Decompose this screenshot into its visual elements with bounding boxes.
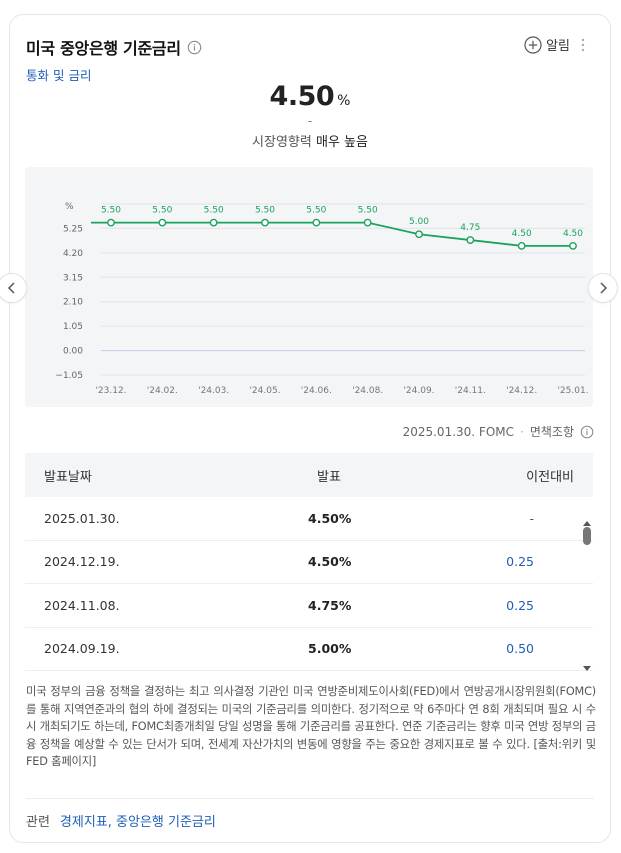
x-tick-label: '24.11.	[455, 386, 486, 396]
card-header: 미국 중앙은행 기준금리 통화 및 금리 알림	[26, 35, 594, 83]
data-label: 5.50	[358, 206, 378, 216]
y-tick-label: −1.05	[55, 371, 83, 381]
table-row: 2024.11.08. 4.75% 0.25	[25, 584, 593, 628]
data-point	[261, 218, 269, 227]
disclaimer-link[interactable]: 면책조항	[529, 425, 574, 439]
data-label: 4.75	[460, 223, 480, 233]
row-diff: 0.25	[506, 554, 534, 570]
rate-change: -	[307, 114, 313, 128]
data-point	[107, 218, 115, 227]
row-diff: -	[529, 510, 534, 526]
header-date: 발표날짜	[44, 469, 92, 485]
row-date: 2024.12.19.	[44, 554, 120, 570]
data-point	[209, 218, 218, 227]
table-body[interactable]: 2025.01.30. 4.50% - 2024.12.19. 4.50% 0.…	[25, 497, 593, 671]
row-diff: 0.50	[506, 641, 534, 657]
rate-unit: %	[337, 93, 351, 109]
history-table: 발표날짜 발표 이전대비 2025.01.30. 4.50% - 2024.12…	[25, 453, 593, 671]
table-scrollbar[interactable]	[581, 509, 593, 671]
table-header: 발표날짜 발표 이전대비	[25, 453, 593, 497]
y-tick-label: 2.10	[63, 298, 83, 308]
data-label: 5.50	[101, 206, 121, 216]
line-chart-svg: % 5.25 4.20 3.15 2.10 1.05 0.00 −1.05 '23.12. '24…	[55, 202, 588, 396]
row-value: 5.00%	[308, 641, 352, 657]
chevron-left-icon	[7, 282, 17, 294]
source-row: 2025.01.30. FOMC · 면책조항	[403, 423, 594, 440]
table-row: 2024.09.19. 5.00% 0.50	[25, 628, 593, 671]
related-section: 관련 경제지표, 중앙은행 기준금리	[26, 798, 594, 830]
x-tick-label: '24.06.	[301, 386, 332, 396]
scroll-up-arrow-icon[interactable]	[583, 513, 591, 526]
row-date: 2025.01.30.	[44, 510, 120, 526]
data-point	[466, 236, 475, 244]
chevron-right-icon	[598, 282, 608, 294]
row-diff: 0.25	[506, 597, 534, 613]
scroll-down-arrow-icon[interactable]	[583, 657, 591, 671]
row-value: 4.50%	[308, 510, 352, 526]
data-point	[517, 241, 526, 250]
plus-circle-icon	[524, 35, 542, 54]
market-impact: 시장영향력 매우 높음	[10, 131, 610, 150]
related-link-economic-indicators[interactable]: 경제지표	[59, 815, 108, 830]
y-tick-label: 5.25	[63, 224, 83, 234]
x-tick-label: '23.12.	[95, 386, 126, 396]
data-label: 5.50	[306, 206, 326, 216]
impact-value: 매우 높음	[315, 135, 368, 150]
y-unit-label: %	[65, 202, 74, 212]
indicator-card: 미국 중앙은행 기준금리 통화 및 금리 알림 4.50% - 시장영향력 매우	[9, 14, 611, 843]
related-links: 경제지표, 중앙은행 기준금리	[60, 811, 216, 830]
y-tick-label: 4.20	[63, 249, 83, 259]
data-point	[569, 241, 577, 250]
alarm-label: 알림	[546, 39, 570, 54]
row-value: 4.75%	[308, 597, 352, 613]
rate-chart: % 5.25 4.20 3.15 2.10 1.05 0.00 −1.05 '23.12. '24…	[25, 167, 593, 407]
x-tick-label: '24.08.	[352, 386, 383, 396]
data-point	[363, 218, 372, 227]
related-label: 관련	[26, 815, 50, 830]
table-row: 2025.01.30. 4.50% -	[25, 497, 593, 541]
y-tick-label: 3.15	[63, 273, 83, 283]
data-point	[415, 230, 423, 239]
vertical-dots-icon[interactable]	[578, 37, 588, 53]
info-icon[interactable]	[187, 40, 202, 55]
data-point	[158, 218, 167, 227]
header-diff: 이전대비	[526, 469, 574, 485]
x-tick-label: '24.05.	[249, 386, 280, 396]
category-label[interactable]: 통화 및 금리	[26, 68, 92, 83]
page-title: 미국 중앙은행 기준금리	[26, 39, 181, 58]
data-label: 5.50	[204, 206, 224, 216]
separator-dot: ·	[520, 424, 524, 439]
alarm-button[interactable]: 알림	[524, 35, 570, 54]
related-link-central-bank-rate[interactable]: 중앙은행 기준금리	[116, 815, 216, 830]
indicator-description: 미국 정부의 금융 정책을 결정하는 최고 의사결정 기관인 미국 연방준비제도…	[26, 685, 597, 768]
row-date: 2024.11.08.	[44, 597, 120, 613]
x-tick-label: '25.01.	[557, 386, 588, 396]
y-tick-label: 1.05	[63, 322, 83, 332]
data-label: 5.50	[152, 206, 172, 216]
x-tick-label: '24.02.	[147, 386, 178, 396]
table-row: 2024.12.19. 4.50% 0.25	[25, 541, 593, 584]
data-label: 4.50	[563, 229, 583, 239]
next-button[interactable]	[588, 273, 618, 303]
x-tick-label: '24.12.	[506, 386, 537, 396]
data-label: 5.50	[255, 206, 275, 216]
header-value: 발표	[317, 469, 341, 485]
data-point	[312, 218, 321, 227]
impact-label: 시장영향력	[252, 135, 312, 150]
x-tick-label: '24.03.	[198, 386, 229, 396]
source-text: 2025.01.30. FOMC	[402, 424, 514, 439]
current-value-block: 4.50% - 시장영향력 매우 높음	[10, 81, 610, 150]
current-rate: 4.50	[269, 81, 335, 112]
data-label: 5.00	[409, 217, 429, 227]
prev-button[interactable]	[0, 273, 27, 303]
link-separator: ,	[107, 815, 117, 830]
y-tick-label: 0.00	[63, 347, 83, 357]
info-icon[interactable]	[580, 425, 594, 439]
row-date: 2024.09.19.	[44, 641, 120, 657]
x-tick-label: '24.09.	[403, 386, 434, 396]
row-value: 4.50%	[308, 554, 352, 570]
data-label: 4.50	[512, 229, 532, 239]
scroll-thumb[interactable]	[583, 527, 591, 545]
